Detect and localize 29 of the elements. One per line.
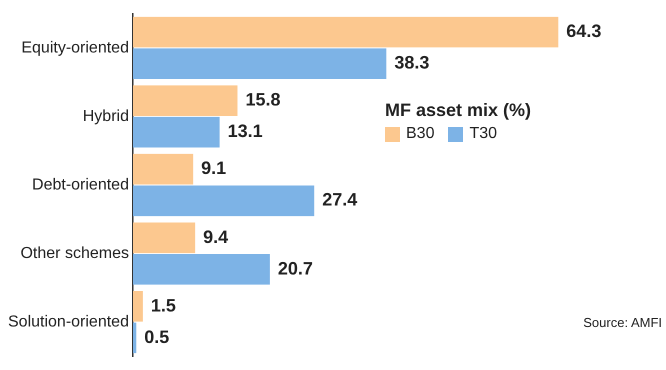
data-label: 0.5 xyxy=(144,326,170,347)
bar xyxy=(132,16,558,48)
bar xyxy=(132,185,314,216)
y-tick-label: Equity-oriented xyxy=(21,39,129,56)
data-label: 9.4 xyxy=(203,226,228,247)
data-label: 15.8 xyxy=(245,90,281,110)
legend-label: B30 xyxy=(405,125,434,143)
data-label: 64.3 xyxy=(566,21,602,42)
bar xyxy=(132,322,136,354)
data-label: 20.7 xyxy=(278,258,313,278)
bar xyxy=(132,85,238,116)
y-tick-label: Other schemes xyxy=(20,244,129,262)
data-label: 9.1 xyxy=(201,158,226,178)
bar xyxy=(132,116,220,148)
legend-label: T30 xyxy=(468,125,498,143)
source-note: Source: AMFI xyxy=(583,315,662,330)
y-tick-label: Debt-oriented xyxy=(32,176,129,194)
data-label: 13.1 xyxy=(228,121,263,142)
bar xyxy=(132,48,386,79)
data-label: 1.5 xyxy=(150,295,176,316)
bar xyxy=(132,222,196,254)
bar xyxy=(132,254,270,285)
bar xyxy=(132,291,143,322)
data-label: 38.3 xyxy=(394,52,430,73)
data-label: 27.4 xyxy=(322,190,358,210)
bar xyxy=(132,154,194,185)
y-tick-label: Solution-oriented xyxy=(8,314,129,331)
legend-title: MF asset mix (%) xyxy=(385,100,532,121)
y-tick-label: Hybrid xyxy=(82,108,129,125)
